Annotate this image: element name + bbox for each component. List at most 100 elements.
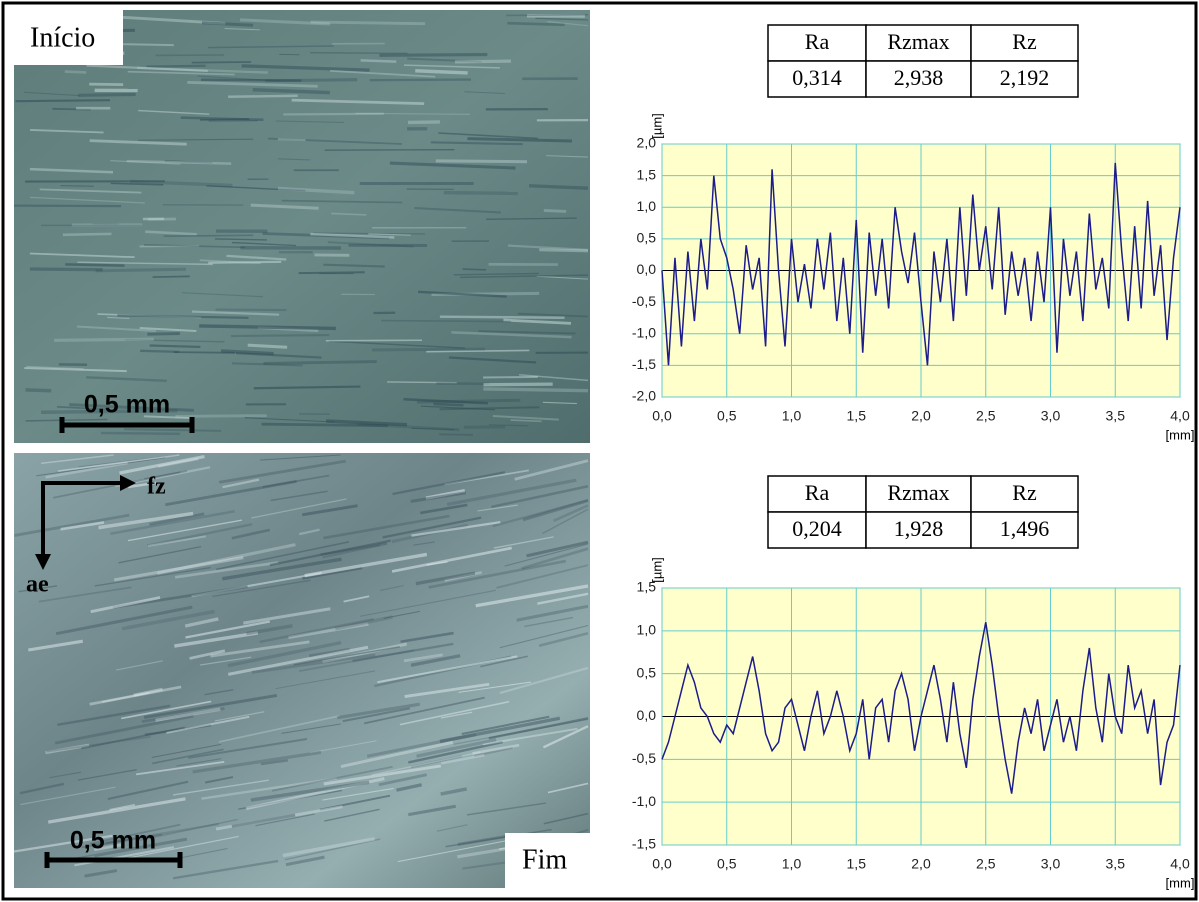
texture-streak (231, 813, 296, 828)
texture-streak (146, 64, 206, 68)
y-axis-label: [µm] (649, 557, 664, 583)
texture-streak (467, 137, 573, 143)
texture-streak (538, 632, 589, 648)
arrow-label: ae (26, 572, 49, 598)
texture-streak (439, 406, 540, 411)
texture-streak (439, 315, 565, 319)
texture-streak (461, 715, 550, 735)
texture-streak (54, 714, 194, 745)
texture-streak (191, 571, 322, 598)
texture-streak (458, 681, 532, 693)
texture-streak (488, 424, 528, 427)
texture-streak (218, 459, 346, 484)
texture-streak (265, 78, 358, 83)
texture-streak (226, 254, 287, 261)
texture-streak (20, 786, 116, 806)
texture-streak (127, 481, 157, 489)
texture-streak (445, 828, 552, 848)
texture-streak (13, 834, 113, 853)
texture-streak (261, 422, 388, 428)
texture-streak (137, 66, 268, 74)
texture-streak (47, 797, 186, 824)
texture-streak (253, 385, 361, 390)
x-tick-label: 0,5 (717, 856, 737, 872)
texture-streak (444, 469, 529, 486)
texture-streak (110, 159, 181, 165)
x-tick-label: 0,0 (652, 856, 672, 872)
table-value: 1,496 (1000, 516, 1050, 541)
texture-streak (291, 98, 425, 106)
table-cell (970, 511, 1079, 549)
texture-streak (507, 244, 589, 251)
texture-streak (277, 158, 311, 161)
texture-streak (410, 491, 467, 503)
texture-streak (152, 748, 224, 765)
texture-streak (417, 290, 507, 298)
profile-line (661, 622, 1181, 794)
texture-streak (28, 639, 84, 652)
texture-streak (124, 339, 225, 343)
texture-streak (322, 544, 381, 559)
texture-streak (49, 771, 82, 779)
label-box (505, 833, 590, 888)
texture-streak (250, 780, 370, 802)
texture-streak (397, 838, 515, 863)
texture-streak (325, 419, 408, 427)
texture-streak (517, 312, 589, 318)
texture-streak (121, 700, 212, 720)
texture-streak (454, 59, 511, 64)
texture-streak (221, 557, 342, 581)
y-tick-label: 1,5 (637, 166, 657, 182)
x-tick-label: 4,0 (1170, 408, 1190, 424)
texture-streak (462, 268, 487, 271)
texture-streak (54, 337, 154, 342)
texture-streak (415, 69, 468, 75)
texture-streak (246, 624, 293, 636)
texture-streak (392, 471, 506, 496)
texture-streak (499, 624, 589, 649)
texture-streak (428, 559, 567, 589)
texture-streak (440, 711, 473, 719)
texture-streak (109, 803, 135, 811)
texture-streak (310, 232, 395, 239)
table-header: Ra (805, 29, 830, 54)
texture-streak (191, 61, 252, 64)
texture-streak (464, 91, 505, 95)
texture-streak (408, 740, 503, 764)
y-tick-label: 0,0 (637, 707, 657, 723)
texture-streak (243, 607, 331, 625)
texture-streak (100, 431, 180, 436)
texture-streak (416, 738, 497, 758)
texture-streak (382, 516, 482, 539)
texture-streak (491, 485, 589, 509)
texture-streak (60, 185, 94, 187)
texture-streak (222, 478, 260, 489)
texture-streak (216, 541, 350, 571)
texture-streak (25, 418, 108, 422)
texture-streak (284, 838, 381, 861)
texture-streak (259, 618, 374, 644)
texture-streak (466, 802, 547, 816)
texture-streak (107, 316, 130, 319)
texture-streak (94, 566, 211, 587)
y-tick-label: -1,0 (632, 793, 656, 809)
texture-streak (313, 232, 425, 235)
panel-label: Fim (522, 844, 567, 875)
texture-streak (231, 362, 303, 367)
texture-streak (139, 326, 197, 332)
texture-streak (319, 794, 391, 811)
table-value: 1,928 (894, 516, 944, 541)
texture-streak (327, 241, 414, 248)
texture-streak (166, 715, 250, 734)
texture-streak (149, 512, 205, 526)
texture-streak (235, 352, 322, 359)
table-cell (767, 24, 867, 62)
table-cell (970, 24, 1079, 62)
texture-streak (438, 132, 539, 140)
texture-streak (436, 824, 468, 832)
texture-streak (251, 653, 376, 674)
table-value: 2,192 (1000, 65, 1050, 90)
texture-streak (144, 471, 181, 480)
texture-streak (374, 655, 512, 688)
